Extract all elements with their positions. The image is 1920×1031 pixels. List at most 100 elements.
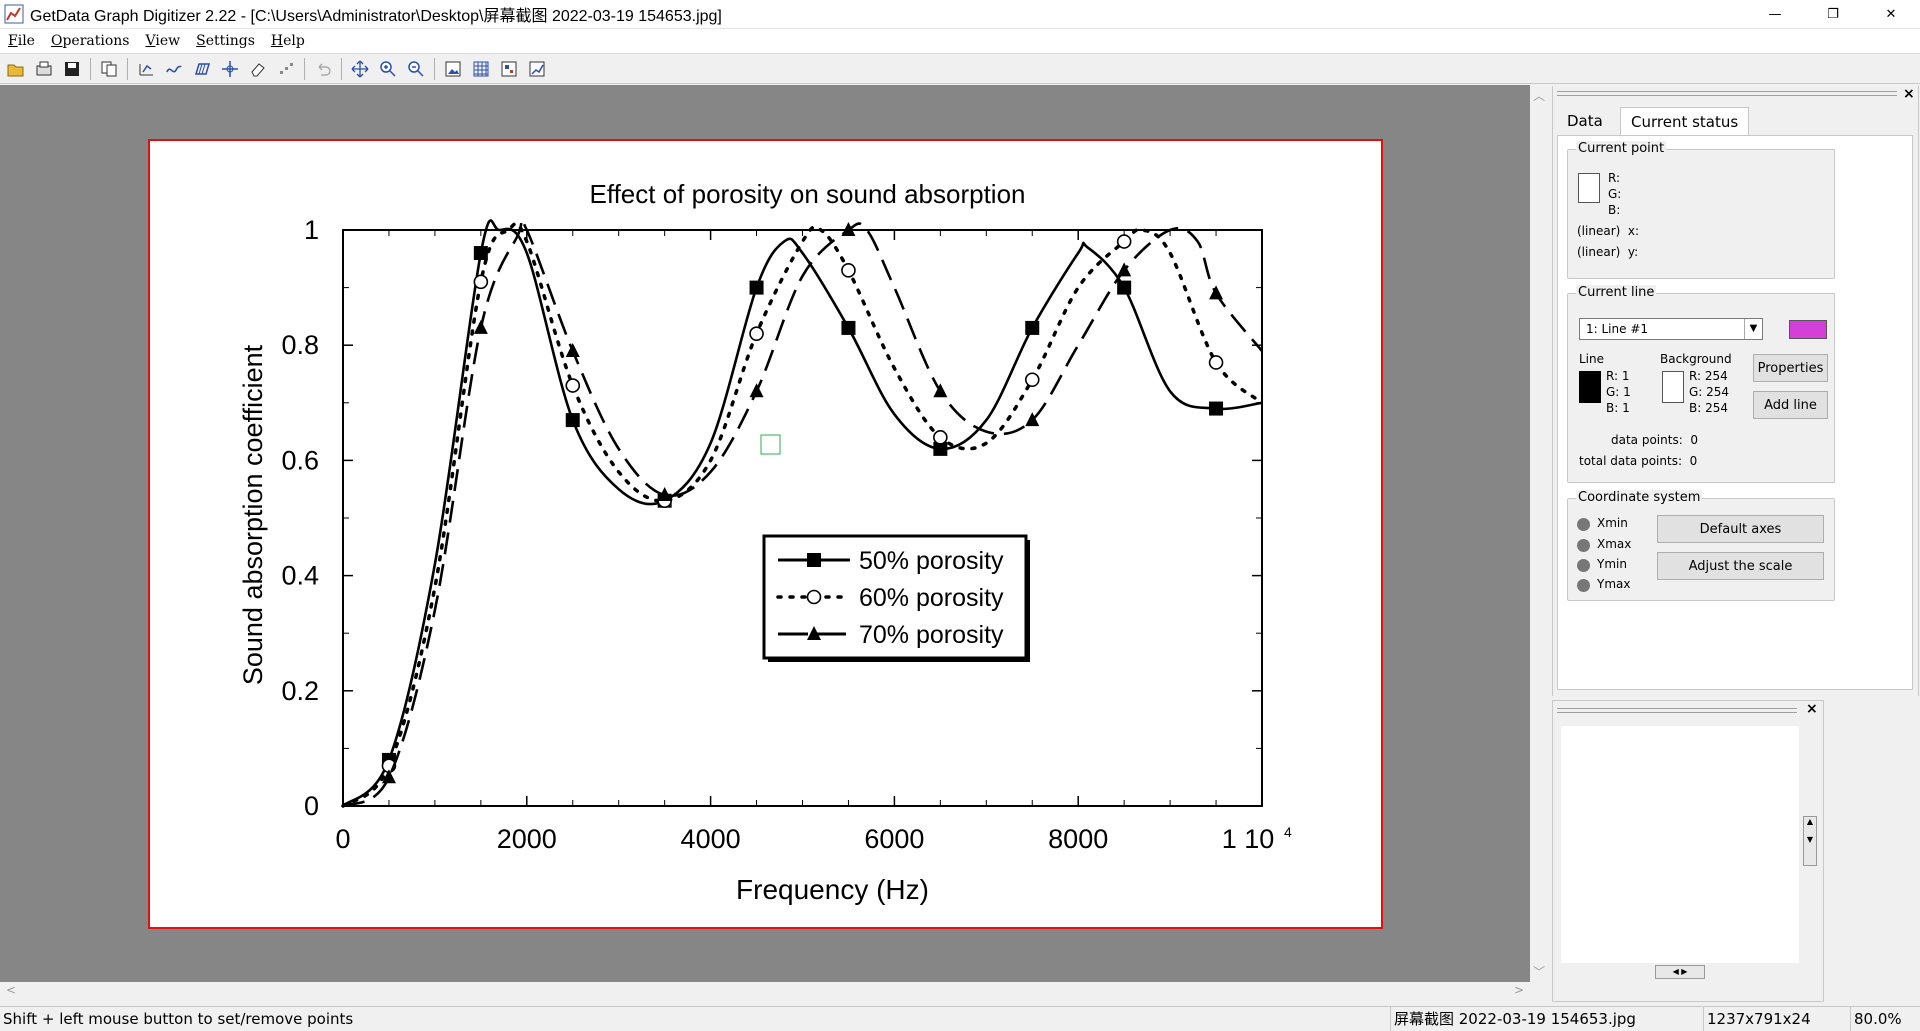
properties-button[interactable]: Properties xyxy=(1753,354,1828,382)
default-axes-button[interactable]: Default axes xyxy=(1657,515,1824,543)
preview-area xyxy=(1561,726,1799,963)
maximize-button[interactable]: ❐ xyxy=(1804,0,1862,29)
minimize-button[interactable]: — xyxy=(1746,0,1804,29)
grid-button[interactable] xyxy=(469,57,493,81)
current-point-label: Current point xyxy=(1576,141,1667,156)
toolbar-separator xyxy=(434,57,435,80)
data-point xyxy=(841,222,856,236)
radio-xmax[interactable] xyxy=(1577,539,1590,552)
menu-operations[interactable]: Operations xyxy=(50,32,130,49)
data-point xyxy=(1117,262,1132,277)
line-black-swatch xyxy=(1579,371,1601,403)
tab-data[interactable]: Data xyxy=(1567,112,1603,130)
undo-button[interactable] xyxy=(311,57,335,81)
move-button[interactable] xyxy=(348,57,372,81)
data-point xyxy=(473,319,488,334)
save-icon xyxy=(65,61,79,76)
copy-icon xyxy=(101,61,117,76)
cursor-box xyxy=(760,434,781,455)
horizontal-scrollbar[interactable]: < > xyxy=(0,982,1530,1000)
data-point xyxy=(933,441,948,456)
line-color-swatch[interactable] xyxy=(1789,320,1827,339)
data-point xyxy=(473,274,489,290)
eraser-icon xyxy=(251,62,265,76)
select-button[interactable] xyxy=(497,57,521,81)
line-select[interactable]: 1: Line #1 ▼ xyxy=(1579,318,1763,340)
status-bar: Shift + left mouse button to set/remove … xyxy=(0,1006,1920,1031)
menu-view[interactable]: View xyxy=(145,32,181,49)
series-line xyxy=(342,217,1264,808)
area-capture-button[interactable] xyxy=(190,57,214,81)
panel-close-icon[interactable]: × xyxy=(1903,86,1915,102)
toolbar xyxy=(0,54,1920,84)
tab-current-status[interactable]: Current status xyxy=(1620,107,1750,135)
scroll-right-icon[interactable]: > xyxy=(1514,983,1525,997)
data-point xyxy=(933,430,948,445)
coordinate-system-group: Coordinate system Xmin Xmax Ymin Ymax De… xyxy=(1567,490,1835,601)
preview-vscroll[interactable]: ▲ ▼ xyxy=(1803,816,1817,866)
toolbar-separator xyxy=(304,57,305,80)
graph-icon xyxy=(529,61,545,76)
scroll-up-icon[interactable]: ︿ xyxy=(1533,89,1546,103)
chart-title: Effect of porosity on sound absorption xyxy=(589,179,1025,209)
coordinate-system-label: Coordinate system xyxy=(1576,490,1703,505)
legend-label: 50% porosity xyxy=(859,547,1004,575)
close-button[interactable]: ✕ xyxy=(1862,0,1920,29)
zoom-in-button[interactable] xyxy=(376,57,400,81)
graph-button[interactable] xyxy=(525,57,549,81)
data-point xyxy=(381,769,396,784)
scroll-left-icon[interactable]: < xyxy=(6,983,17,997)
digitize-icon xyxy=(280,62,293,74)
menu-help[interactable]: Help xyxy=(270,32,305,49)
scroll-down-icon[interactable]: ﹀ xyxy=(1533,965,1546,979)
image-button[interactable] xyxy=(441,57,465,81)
data-point xyxy=(841,263,856,278)
bg-g: G: 254 xyxy=(1689,385,1730,399)
tab-content: Current point R: G: B: (linear) x: (line… xyxy=(1557,135,1913,690)
graph-image[interactable]: 0 2000 4000 6000 8000 1 10 4 0 0.2 0.4 0.6 0.8 1 Effe… xyxy=(148,139,1383,929)
series-line xyxy=(341,221,1264,808)
line-capture-button[interactable] xyxy=(162,57,186,81)
line-b: B: 1 xyxy=(1606,401,1630,415)
open-button[interactable] xyxy=(4,57,28,81)
data-points: data points: 0 xyxy=(1611,433,1699,447)
digitize-button[interactable] xyxy=(274,57,298,81)
radio-xmin[interactable] xyxy=(1577,518,1590,531)
save-button[interactable] xyxy=(60,57,84,81)
data-point xyxy=(1209,285,1224,300)
point-capture-icon xyxy=(139,63,153,75)
adjust-scale-button[interactable]: Adjust the scale xyxy=(1657,552,1824,580)
preview-hscroll[interactable]: ◀ ▶ xyxy=(1655,965,1705,979)
data-point xyxy=(1209,401,1224,416)
add-line-button[interactable]: Add line xyxy=(1753,391,1828,419)
image-canvas[interactable]: 0 2000 4000 6000 8000 1 10 4 0 0.2 0.4 0.6 0.8 1 Effe… xyxy=(0,85,1530,982)
preview-close-icon[interactable]: × xyxy=(1806,701,1818,717)
panel-grip[interactable] xyxy=(1557,91,1897,96)
vertical-scrollbar[interactable]: ︿ ﹀ xyxy=(1530,85,1548,982)
radio-ymax[interactable] xyxy=(1577,579,1590,592)
preview-grip[interactable] xyxy=(1557,708,1797,713)
grid-icon xyxy=(473,61,489,76)
data-point xyxy=(841,320,856,335)
chevron-down-icon[interactable]: ▼ xyxy=(1744,319,1762,339)
data-point xyxy=(933,383,948,398)
zoom-out-button[interactable] xyxy=(404,57,428,81)
axes-button[interactable] xyxy=(218,57,242,81)
x-tick-label: 0 xyxy=(335,824,350,854)
line-select-value: 1: Line #1 xyxy=(1586,322,1649,336)
zoom-out-icon xyxy=(408,60,424,77)
line-capture-icon xyxy=(166,65,182,73)
copy-button[interactable] xyxy=(97,57,121,81)
axes-icon xyxy=(222,60,238,77)
eraser-button[interactable] xyxy=(246,57,270,81)
minimize-icon: — xyxy=(1768,6,1782,22)
side-panel: × Data Current status Current point R: G… xyxy=(1552,86,1919,696)
window-title: GetData Graph Digitizer 2.22 - [C:\Users… xyxy=(30,8,722,25)
scan-icon xyxy=(36,61,52,75)
menu-settings[interactable]: Settings xyxy=(196,32,255,49)
menu-file[interactable]: File xyxy=(8,32,35,49)
point-capture-button[interactable] xyxy=(134,57,158,81)
radio-ymin[interactable] xyxy=(1577,559,1590,572)
scan-button[interactable] xyxy=(32,57,56,81)
open-icon xyxy=(7,64,24,76)
